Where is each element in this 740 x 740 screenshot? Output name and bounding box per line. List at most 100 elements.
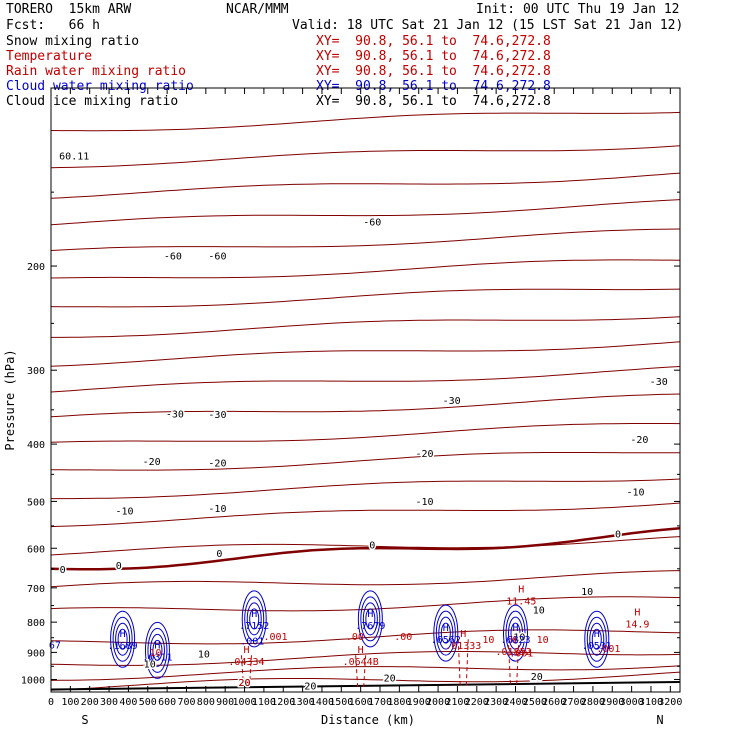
y-tick-label: 300	[27, 366, 45, 377]
isotherm-label: -10	[208, 504, 226, 515]
cloud-water-max-h: H	[120, 629, 126, 640]
isotherm-label: -10	[626, 487, 644, 498]
rain-water-contour	[240, 655, 252, 688]
isotherm-label: 10	[513, 633, 525, 644]
cloud-water-contour	[586, 616, 607, 662]
isotherm-line	[51, 596, 680, 612]
isotherm-line	[51, 536, 680, 556]
cloud-water-max-h: H	[512, 623, 518, 634]
plot-frame	[50, 87, 681, 693]
forecast-hour: Fcst: 66 h	[6, 18, 100, 33]
x-tick-label: 1500	[329, 697, 353, 708]
contour-label: .00	[394, 632, 412, 643]
isotherm-line	[51, 288, 680, 308]
x-tick-label: 1900	[407, 697, 431, 708]
cloud-water-max-value: .7152	[239, 621, 269, 632]
legend-entry: Cloud ice mixing ratio	[6, 94, 179, 109]
x-tick-label: 1400	[310, 697, 334, 708]
isotherm-label: 0	[60, 565, 66, 576]
isotherm-label: -60	[363, 217, 381, 228]
cloud-water-max-h: H	[154, 640, 160, 651]
cloud-water-contour	[591, 628, 602, 650]
cloud-water-contour	[365, 608, 376, 630]
cloud-water-contour	[505, 610, 526, 656]
isotherm-label: -30	[443, 396, 461, 407]
y-tick-label: 200	[27, 262, 45, 273]
contour-label: 67	[49, 641, 61, 652]
cloud-water-contour	[435, 610, 456, 656]
rain-water-max-value: .01852	[495, 647, 531, 658]
init-time: Init: 00 UTC Thu 19 Jan 12	[476, 2, 680, 17]
contour-label: 10	[537, 635, 549, 646]
x-tick-label: 900	[216, 697, 234, 708]
x-tick-label: 2200	[465, 697, 489, 708]
isotherm-line	[51, 316, 680, 338]
cloud-water-contour	[584, 610, 610, 668]
isotherm-label: -20	[630, 435, 648, 446]
contour-label: .001	[263, 632, 287, 643]
x-tick-label: 100	[61, 697, 79, 708]
contour-label: .00	[346, 632, 364, 643]
rain-water-max-value: .01333	[445, 641, 481, 652]
isotherm-label: -20	[208, 459, 226, 470]
cloud-water-contour	[144, 621, 170, 679]
temperature-max-h: H	[634, 607, 640, 618]
isotherm-line	[51, 570, 680, 588]
cloud-water-contour	[362, 602, 378, 636]
x-tick-label: 1100	[252, 697, 276, 708]
rain-water-max-value: .0644B	[343, 657, 379, 668]
rain-water-max-h: H	[511, 635, 517, 646]
temperature-max-value: 14.9	[625, 619, 649, 630]
south-label: S	[81, 713, 88, 727]
cloud-water-contour	[112, 616, 133, 662]
isotherm-label: 0	[369, 540, 375, 551]
cloud-water-max-value: .0311	[142, 652, 172, 663]
x-tick-label: 1000	[232, 697, 256, 708]
isotherm-label: 20	[239, 678, 251, 689]
x-axis-title: Distance (km)	[321, 713, 415, 727]
isotherm-label: -10	[116, 507, 134, 518]
contour-label: .001	[509, 648, 533, 659]
x-tick-label: 500	[139, 697, 157, 708]
rain-water-contour	[355, 655, 367, 688]
legend-entry: Temperature	[6, 49, 93, 64]
y-tick-label: 500	[27, 497, 45, 508]
x-tick-label: 2800	[581, 697, 605, 708]
contour-label: .001	[240, 637, 264, 648]
cloud-water-max-h: H	[367, 609, 373, 620]
x-tick-label: 3200	[658, 697, 682, 708]
cloud-water-contour	[241, 590, 267, 648]
isotherm-label: 20	[531, 672, 543, 683]
isotherm-label: 10	[533, 606, 545, 617]
cloud-water-contour	[149, 633, 165, 667]
isotherm-label: -20	[415, 449, 433, 460]
freezing-level-line	[51, 527, 680, 571]
x-tick-label: 1600	[349, 697, 373, 708]
isotherm-line	[51, 665, 680, 681]
isotherm-label: -60	[164, 252, 182, 263]
isotherm-line	[51, 199, 680, 226]
x-tick-label: 2500	[523, 697, 547, 708]
isotherm-line	[51, 259, 680, 279]
cloud-water-contour	[357, 590, 383, 648]
isotherm-line	[51, 502, 680, 528]
isotherm-label: -30	[650, 377, 668, 388]
isotherm-line	[51, 172, 680, 199]
isotherm-line	[51, 228, 680, 251]
y-tick-label: 400	[27, 440, 45, 451]
isotherm-line	[51, 341, 680, 367]
legend-entry: Snow mixing ratio	[6, 34, 140, 49]
temperature-max-h: H	[518, 584, 524, 595]
cloud-water-contour	[249, 608, 260, 630]
x-tick-label: 2000	[426, 697, 450, 708]
isotherm-label: 10	[198, 650, 210, 661]
isotherm-label: 0	[615, 530, 621, 541]
model-title: TORERO 15km ARW	[6, 2, 132, 17]
cloud-water-contour	[360, 596, 381, 642]
cloud-water-max-value: .6823	[500, 635, 530, 646]
isotherm-line	[51, 651, 680, 666]
isotherm-label: 20	[384, 673, 396, 684]
isotherm-label: -30	[166, 409, 184, 420]
cloud-water-contour	[147, 627, 168, 673]
